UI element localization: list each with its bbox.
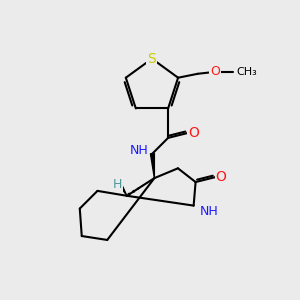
Text: NH: NH [200, 205, 218, 218]
Text: S: S [148, 52, 156, 66]
Text: O: O [211, 65, 220, 78]
Text: CH₃: CH₃ [236, 67, 257, 77]
Polygon shape [118, 181, 127, 196]
Text: O: O [188, 126, 199, 140]
Text: NH: NH [130, 144, 148, 157]
Text: O: O [216, 170, 226, 184]
Text: H: H [112, 178, 122, 190]
Polygon shape [151, 153, 154, 178]
